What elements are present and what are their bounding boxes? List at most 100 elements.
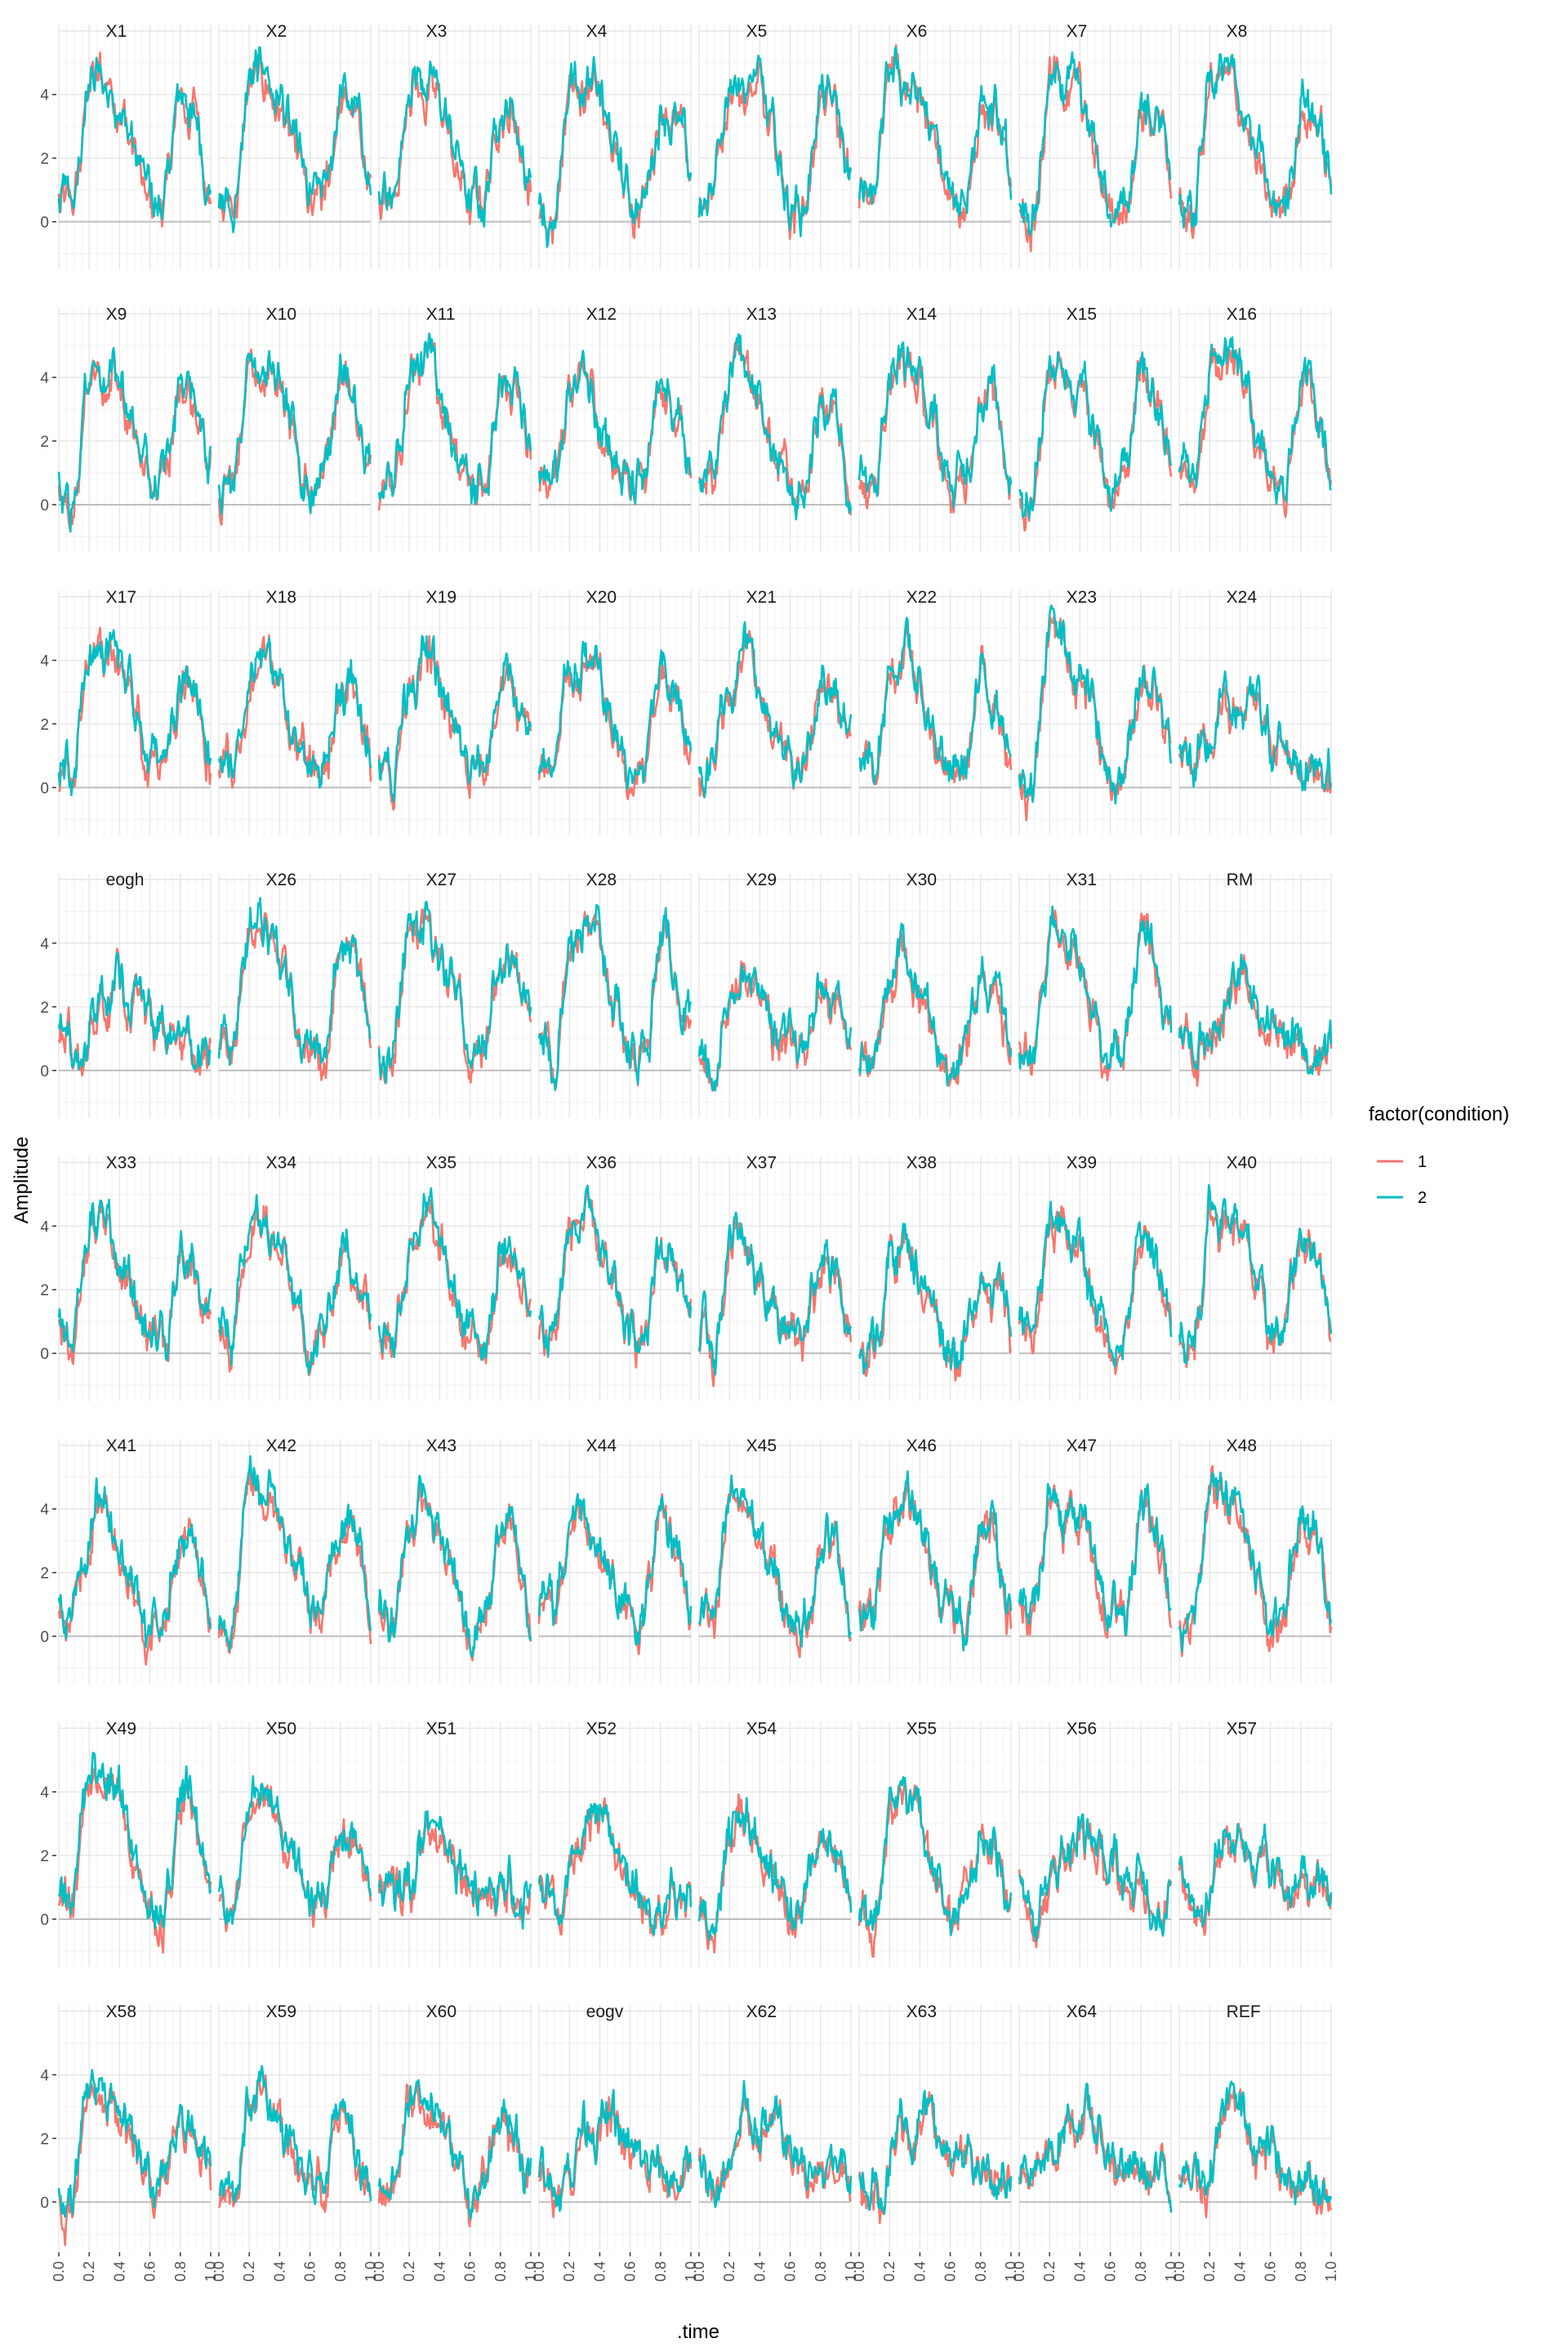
facet-label: X45 (746, 1437, 777, 1455)
y-tick-label: 0 (40, 1063, 49, 1080)
facet-label: X37 (746, 1154, 777, 1173)
facet-panel: X6 (858, 22, 1013, 270)
series-line-condition-2 (698, 1474, 853, 1648)
facet-label: X23 (1067, 588, 1097, 607)
x-tick-label: 0.2 (561, 2261, 577, 2282)
series-line-condition-2 (1018, 1813, 1172, 1943)
series-line-condition-2 (537, 640, 693, 791)
facet-panel: X11 (377, 305, 532, 553)
facet-label: X14 (906, 305, 938, 323)
facet-label: X55 (906, 1719, 937, 1738)
facet-label: X21 (746, 588, 777, 607)
legend-label-2: 2 (1418, 1189, 1427, 1207)
facet-label: X63 (906, 2002, 937, 2021)
facet-label: X36 (586, 1154, 617, 1173)
series-line-condition-2 (377, 901, 532, 1085)
facet-label: X22 (906, 588, 937, 607)
series-line-condition-2 (1178, 2080, 1333, 2207)
series-line-condition-1 (537, 354, 693, 504)
series-line-condition-2 (858, 46, 1013, 217)
facet-panel: X60 (377, 2002, 532, 2250)
facet-panel: X44 (537, 1437, 693, 1684)
x-tick-label: 0.2 (721, 2261, 737, 2282)
x-tick-label: 0.8 (1133, 2261, 1149, 2282)
y-tick-label: 0 (40, 497, 49, 514)
facet-panel: X18 (217, 588, 372, 835)
x-tick-label: 0.8 (1293, 2261, 1309, 2282)
x-tick-label: 0.2 (81, 2261, 97, 2282)
x-tick-label: 0.4 (1071, 2261, 1088, 2282)
x-tick-label: 0.8 (973, 2261, 989, 2282)
y-tick-label: 0 (40, 1912, 49, 1929)
facet-label: X18 (266, 588, 296, 607)
series-line-condition-2 (1018, 604, 1173, 805)
series-line-condition-2 (377, 60, 532, 228)
facet-panel: X12 (537, 305, 693, 553)
facet-label: X24 (1227, 588, 1258, 607)
facet-label: X44 (586, 1437, 617, 1455)
series-line-condition-1 (1018, 1819, 1173, 1949)
facet-label: X50 (266, 1719, 296, 1738)
x-tick-label: 0.4 (911, 2261, 928, 2282)
facet-panel: X55 (858, 1719, 1013, 1967)
facet-label: X33 (106, 1154, 136, 1173)
y-tick-label: 4 (40, 370, 49, 387)
y-tick-label: 2 (40, 434, 49, 451)
facet-label: X10 (266, 305, 296, 323)
facet-panel: X23 (1018, 588, 1173, 835)
facet-label: REF (1227, 2002, 1261, 2021)
x-tick-label: 0.2 (1201, 2261, 1218, 2282)
series-line-condition-2 (697, 332, 853, 521)
x-tick-label: 0.6 (1263, 2261, 1279, 2282)
facet-label: X38 (906, 1154, 937, 1173)
x-tick-label: 1.0 (1003, 2261, 1019, 2282)
x-tick-label: 0.8 (492, 2261, 509, 2282)
y-tick-label: 2 (40, 1282, 49, 1299)
facet-label: X39 (1067, 1154, 1097, 1173)
facet-label: X9 (106, 305, 127, 323)
facet-panel: X8 (1178, 22, 1333, 270)
facet-panel: X15 (1018, 305, 1173, 553)
facet-label: RM (1227, 871, 1254, 889)
facet-label: X27 (426, 871, 457, 889)
facet-panel: X37 (697, 1154, 853, 1401)
x-tick-label: 0.4 (111, 2261, 127, 2282)
facet-panel: X26 (217, 871, 372, 1119)
facet-label: X16 (1227, 305, 1257, 323)
series-line-condition-2 (1178, 1471, 1333, 1653)
series-line-condition-1 (858, 348, 1013, 514)
facet-label: X2 (266, 22, 287, 41)
facet-panel: X24 (1178, 588, 1333, 835)
facet-panel: X46 (858, 1437, 1013, 1684)
x-tick-label: 0.0 (1011, 2261, 1027, 2282)
facet-label: X4 (586, 22, 608, 41)
series-line-condition-2 (57, 346, 212, 533)
facet-panel: X63 (858, 2002, 1013, 2250)
series-line-condition-2 (377, 635, 532, 803)
y-tick-label: 0 (40, 2194, 49, 2212)
series-line-condition-1 (57, 1488, 212, 1666)
facet-panel: X2 (217, 22, 372, 270)
facet-label: X17 (106, 588, 136, 607)
series-line-condition-2 (858, 922, 1013, 1087)
x-tick-label: 0.4 (591, 2261, 608, 2282)
series-line-condition-2 (697, 54, 853, 238)
facet-label: X49 (106, 1719, 136, 1738)
series-line-condition-2 (377, 1187, 532, 1361)
series-line-condition-2 (537, 56, 693, 248)
x-tick-label: 0.0 (1171, 2261, 1187, 2282)
series-line-condition-2 (1018, 1200, 1173, 1368)
y-tick-label: 2 (40, 151, 49, 168)
facet-label: X64 (1067, 2002, 1098, 2021)
series-line-condition-1 (537, 1797, 693, 1937)
series-line-condition-2 (537, 1802, 693, 1936)
facet-panel: X1 (57, 22, 212, 270)
facet-label: X42 (266, 1437, 296, 1455)
facet-panel: X47 (1018, 1437, 1173, 1684)
x-axis-title: .time (677, 2321, 719, 2343)
x-tick-label: 0.6 (1102, 2261, 1119, 2282)
facet-panel: X57 (1178, 1719, 1333, 1967)
legend-label-1: 1 (1418, 1153, 1427, 1171)
facet-label: X15 (1067, 305, 1097, 323)
